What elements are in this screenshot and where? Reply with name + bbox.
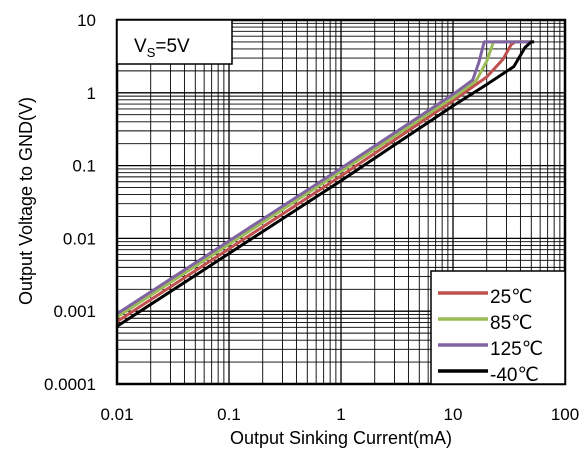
x-tick-label: 100 [551, 405, 579, 424]
series-line [116, 40, 535, 328]
series-lines [116, 40, 535, 328]
y-tick-label: 1 [87, 84, 96, 103]
plot-frame [115, 18, 567, 386]
x-tick-label: 0.01 [100, 405, 133, 424]
tick-labels: 0.01 0.1 1 10 100 0.0001 0.001 0.01 0.1 1 10 [44, 11, 579, 424]
annotation-suffix: =5V [155, 36, 190, 57]
y-tick-label: 0.01 [63, 229, 96, 248]
legend-label: 85℃ [490, 313, 532, 334]
annotation-text: VS=5V [134, 36, 190, 60]
legend-label: 125℃ [490, 339, 543, 360]
y-tick-label: 0.1 [72, 157, 96, 176]
y-tick-label: 0.0001 [44, 375, 96, 394]
legend: 25℃ 85℃ 125℃ -40℃ [430, 270, 566, 386]
annotation-subscript: S [147, 45, 156, 60]
legend-label: -40℃ [490, 365, 539, 386]
annotation-box [116, 19, 233, 65]
legend-label: 25℃ [490, 287, 532, 308]
y-axis-label: Output Voltage to GND(V) [16, 97, 36, 305]
y-tick-label: 0.001 [53, 302, 96, 321]
x-tick-label: 10 [444, 405, 463, 424]
series-line [116, 40, 532, 319]
y-tick-label: 10 [77, 11, 96, 30]
x-axis-label: Output Sinking Current(mA) [230, 428, 452, 448]
annotation-prefix: V [134, 36, 147, 57]
series-line [116, 40, 532, 316]
x-tick-label: 0.1 [217, 405, 241, 424]
x-tick-label: 1 [336, 405, 345, 424]
legend-box [430, 270, 566, 385]
